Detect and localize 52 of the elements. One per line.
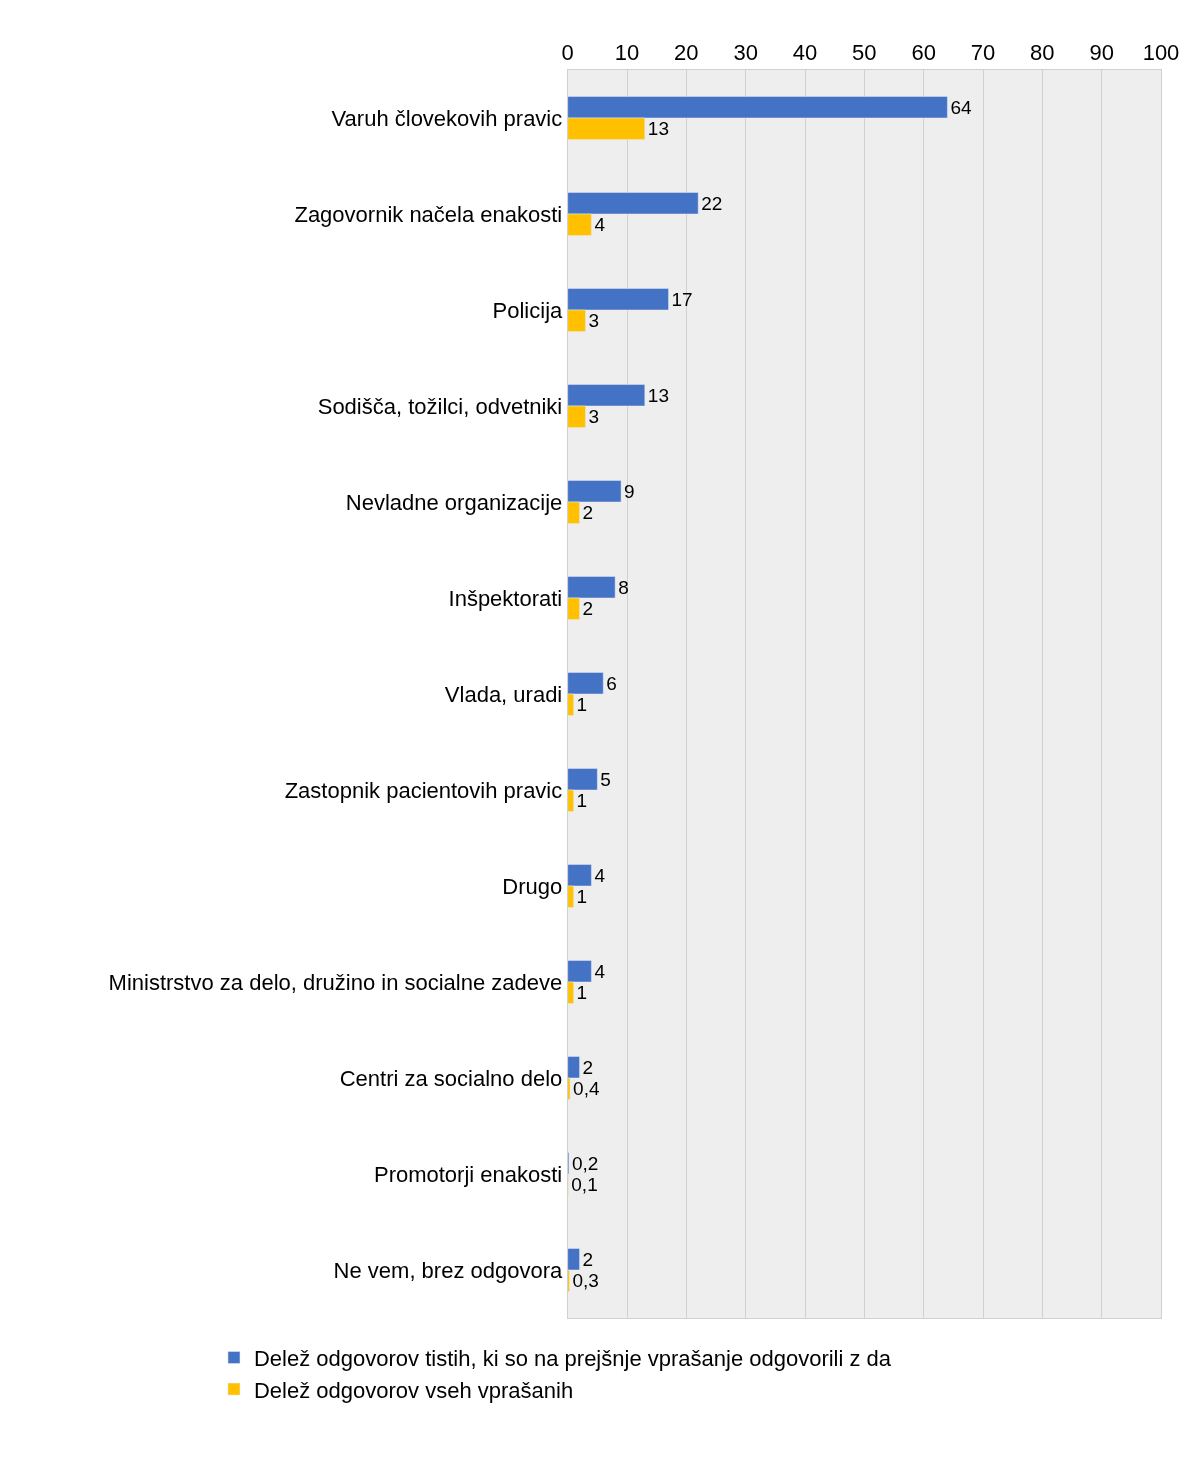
- data-label: 5: [600, 768, 611, 790]
- x-tick-label: 90: [1089, 40, 1114, 66]
- x-tick-label: 60: [911, 40, 936, 66]
- data-label: 2: [582, 1248, 594, 1270]
- data-label: 2: [582, 502, 594, 524]
- data-label: 22: [701, 192, 723, 214]
- y-tick-label: Varuh človekovih pravic: [331, 105, 563, 131]
- data-label: 2: [582, 1056, 594, 1078]
- data-label: 2: [582, 598, 594, 620]
- data-label: 3: [588, 406, 600, 428]
- data-label: 17: [671, 288, 693, 310]
- y-tick-label: Promotorji enakosti: [373, 1161, 563, 1187]
- x-tick-label: 20: [674, 40, 699, 66]
- x-tick-label: 0: [561, 40, 574, 66]
- y-tick-label: Ministrstvo za delo, družino in socialne zadeve: [108, 969, 563, 995]
- data-label: 1: [576, 790, 588, 812]
- y-tick-label: Centri za socialno delo: [339, 1065, 563, 1091]
- y-tick-label: Zastopnik pacientovih pravic: [284, 777, 563, 803]
- y-tick-label: Sodišča, tožilci, odvetniki: [317, 393, 563, 419]
- data-label: 13: [647, 384, 669, 406]
- legend-label: Delež odgovorov tistih, ki so na prejšnje vprašanje odgovorili z da: [253, 1346, 892, 1372]
- y-tick-label: Zagovornik načela enakosti: [294, 201, 563, 227]
- data-label: 1: [576, 982, 588, 1004]
- data-label: 1: [576, 694, 588, 716]
- data-label: 4: [594, 960, 606, 982]
- data-label: 0,3: [572, 1270, 599, 1292]
- data-label: 8: [618, 576, 629, 598]
- data-label: 0,1: [571, 1174, 598, 1196]
- data-label: 6: [606, 672, 617, 694]
- x-tick-label: 10: [614, 40, 640, 66]
- y-tick-label: Vlada, uradi: [444, 681, 563, 707]
- data-label: 13: [647, 118, 669, 140]
- x-tick-label: 80: [1030, 40, 1055, 66]
- data-label: 3: [588, 310, 600, 332]
- x-tick-label: 30: [733, 40, 758, 66]
- x-tick-label: 40: [792, 40, 818, 66]
- data-label: 4: [594, 214, 606, 236]
- y-tick-label: Drugo: [502, 873, 563, 899]
- y-tick-label: Inšpektorati: [448, 585, 563, 611]
- data-label: 64: [950, 96, 972, 118]
- legend-label: Delež odgovorov vseh vprašanih: [253, 1377, 574, 1403]
- y-tick-label: Policija: [492, 297, 564, 323]
- x-tick-label: 100: [1142, 40, 1180, 66]
- data-label: 1: [576, 886, 588, 908]
- x-tick-label: 70: [970, 40, 996, 66]
- data-label: 9: [624, 480, 635, 502]
- y-tick-label: Nevladne organizacije: [345, 489, 563, 515]
- x-tick-label: 50: [852, 40, 877, 66]
- data-label: 4: [594, 864, 606, 886]
- y-tick-label: Ne vem, brez odgovora: [333, 1257, 564, 1283]
- data-label: 0,4: [573, 1078, 600, 1100]
- data-label: 0,2: [571, 1152, 599, 1174]
